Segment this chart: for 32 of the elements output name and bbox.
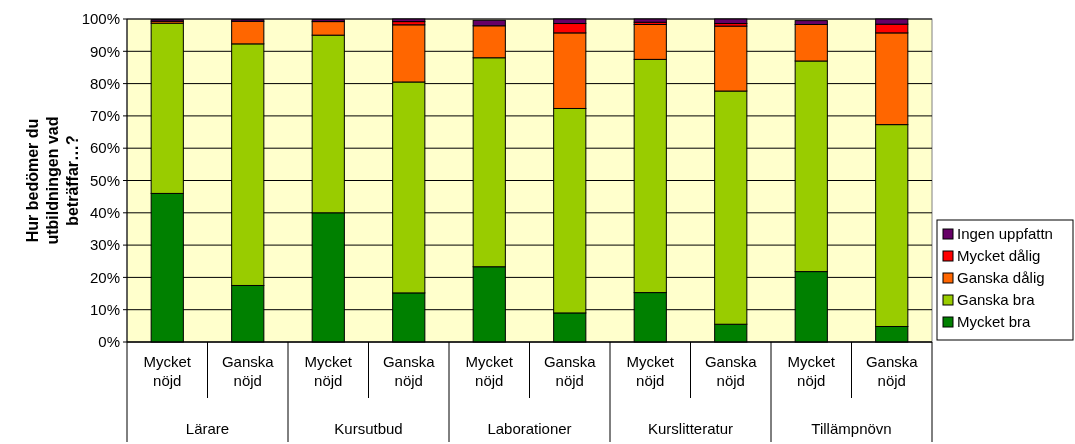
y-tick-label: 60% <box>89 139 120 157</box>
text: Kurslitteratur <box>647 420 734 437</box>
legend-label: Mycket bra <box>957 313 1032 331</box>
x-tick-label: Ganska nöjd <box>865 353 919 389</box>
y-tick-label: 50% <box>89 171 120 189</box>
text: Lärare <box>185 420 230 437</box>
legend-label: Ganska bra <box>957 291 1036 309</box>
text: Laborationer <box>487 420 572 437</box>
y-tick-label: 70% <box>89 107 120 125</box>
y-tick-label: 20% <box>89 268 120 286</box>
y-tick-label: 100% <box>81 10 120 28</box>
x-tick-label: Ganska nöjd <box>221 353 275 389</box>
text: Tillämpnövn <box>811 420 892 437</box>
y-axis-title: Hur bedömer du utbildningen vad beträffar…? <box>24 116 81 245</box>
y-tick-label: 90% <box>89 42 120 60</box>
x-tick-label: Ganska nöjd <box>382 353 436 389</box>
x-tick-label: Mycket nöjd <box>787 353 836 389</box>
y-tick-label: 10% <box>89 300 120 318</box>
x-tick-label: Ganska nöjd <box>704 353 758 389</box>
x-tick-label: Mycket nöjd <box>626 353 675 389</box>
y-tick-label: 40% <box>89 204 120 222</box>
legend-label: Mycket dålig <box>957 247 1041 265</box>
x-tick-label: Mycket nöjd <box>465 353 514 389</box>
x-tick-label: Mycket nöjd <box>304 353 353 389</box>
legend-label: Ganska dålig <box>957 269 1045 287</box>
y-tick-label: 30% <box>89 236 120 254</box>
x-tick-label: Ganska nöjd <box>543 353 597 389</box>
y-tick-label: 0% <box>98 333 120 351</box>
legend-label: Ingen uppfattn <box>957 225 1053 243</box>
text: Kursutbud <box>334 420 403 437</box>
y-tick-label: 80% <box>89 74 120 92</box>
x-tick-label: Mycket nöjd <box>143 353 192 389</box>
